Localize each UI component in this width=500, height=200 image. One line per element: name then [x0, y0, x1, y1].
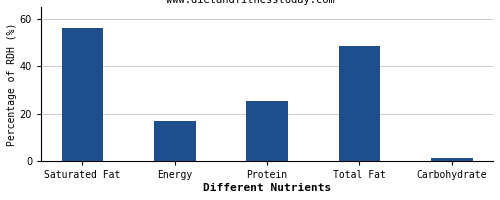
X-axis label: Different Nutrients: Different Nutrients	[203, 183, 331, 193]
Text: www.dietandfitnesstoday.com: www.dietandfitnesstoday.com	[166, 0, 334, 5]
Title: Sausage, Italian, pork, raw per 100g
www.dietandfitnesstoday.com: Sausage, Italian, pork, raw per 100g www…	[0, 199, 1, 200]
Bar	[431, 158, 472, 161]
Bar	[338, 46, 380, 161]
Bar	[246, 101, 288, 161]
Y-axis label: Percentage of RDH (%): Percentage of RDH (%)	[7, 22, 17, 146]
Bar	[62, 28, 103, 161]
Bar	[154, 121, 196, 161]
